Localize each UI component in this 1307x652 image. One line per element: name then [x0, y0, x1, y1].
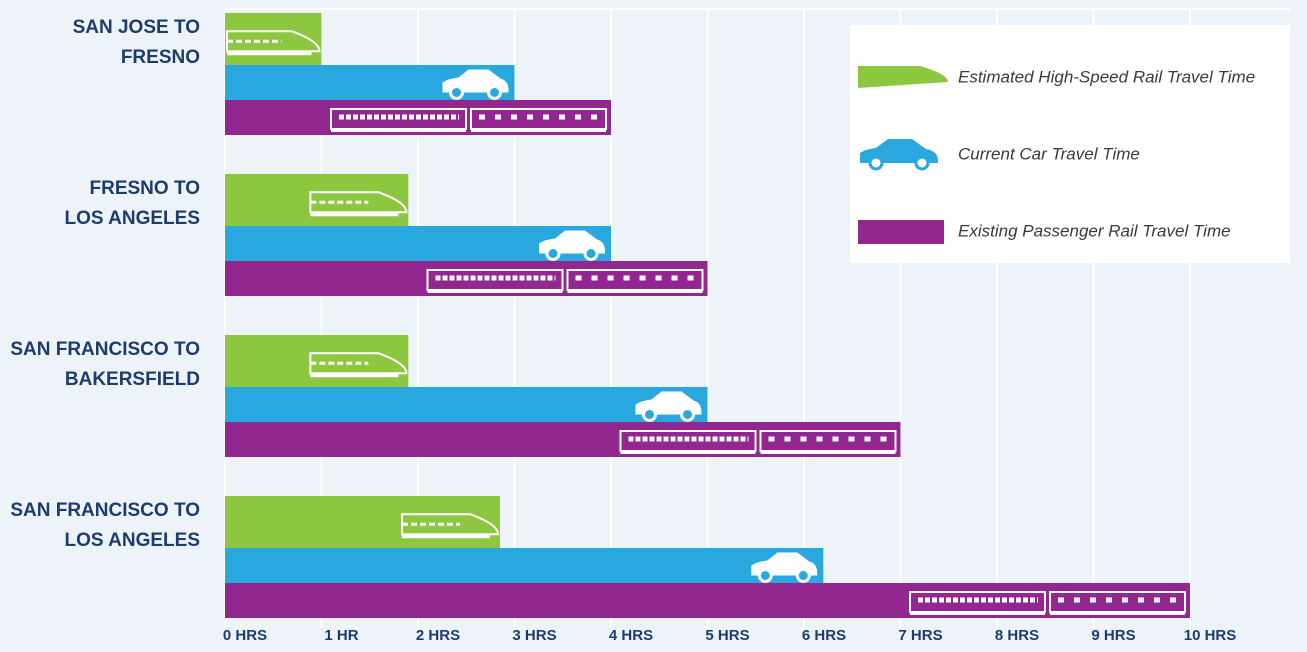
train-base [310, 212, 399, 217]
x-tick-label: 8 HRS [995, 627, 1039, 644]
bar [225, 174, 409, 226]
x-tick-label: 3 HRS [512, 627, 556, 644]
x-tick-label: 4 HRS [609, 627, 653, 644]
bar [225, 13, 322, 65]
legend-label: Current Car Travel Time [958, 144, 1140, 163]
x-tick-label: 0 HRS [223, 627, 267, 644]
car-floor [760, 451, 896, 454]
category-label: LOS ANGELES [65, 208, 200, 229]
x-tick-label: 10 HRS [1184, 627, 1237, 644]
legend-swatch [858, 66, 948, 88]
car-wheel [642, 407, 657, 422]
labels: 0 HRS 1 HR 2 HRS 3 HRS 4 HRS 5 HRS 6 HRS 7 HRS 8… [10, 17, 1236, 644]
car-floor [427, 290, 563, 293]
train-icon [309, 352, 408, 375]
x-tick-label: 5 HRS [705, 627, 749, 644]
train-base [310, 373, 399, 378]
category-label: SAN FRANCISCO TO [10, 500, 200, 521]
car-floor [910, 612, 1045, 615]
car-wheel [545, 246, 561, 261]
bar [225, 387, 708, 422]
car-wheel [487, 85, 502, 100]
train-icon [309, 191, 408, 214]
x-tick-label: 6 HRS [802, 627, 846, 644]
car-floor [471, 129, 606, 132]
car-wheel [583, 246, 599, 261]
legend-swatch [858, 220, 944, 244]
legend-label: Existing Passenger Rail Travel Time [958, 221, 1231, 240]
legend-wheel [914, 155, 930, 171]
category-label: SAN JOSE TO [73, 17, 200, 38]
bar [225, 548, 824, 583]
x-tick-label: 7 HRS [898, 627, 942, 644]
x-tick-label: 9 HRS [1091, 627, 1135, 644]
category-label: FRESNO [121, 47, 200, 68]
train-icon [226, 30, 321, 53]
car-floor [620, 451, 756, 454]
category-label: BAKERSFIELD [65, 369, 200, 390]
train-base [227, 51, 312, 56]
train-icon [401, 513, 500, 536]
car-wheel [449, 85, 464, 100]
category-label: FRESNO TO [90, 178, 201, 199]
x-tick-label: 2 HRS [416, 627, 460, 644]
train-base [402, 534, 491, 539]
car-floor [1050, 612, 1185, 615]
x-tick-label: 1 HR [324, 627, 358, 644]
car-floor [331, 129, 466, 132]
car-floor [567, 290, 703, 293]
bar [225, 496, 501, 548]
car-wheel [795, 568, 811, 583]
car-wheel [680, 407, 695, 422]
category-label: LOS ANGELES [65, 530, 200, 551]
bar [225, 335, 409, 387]
car-wheel [757, 568, 773, 583]
legend-label: Estimated High-Speed Rail Travel Time [958, 67, 1255, 86]
bars [225, 13, 1190, 618]
legend-wheel [868, 155, 884, 171]
category-label: SAN FRANCISCO TO [10, 339, 200, 360]
legend: Estimated High-Speed Rail Travel Time Cur… [850, 25, 1290, 263]
